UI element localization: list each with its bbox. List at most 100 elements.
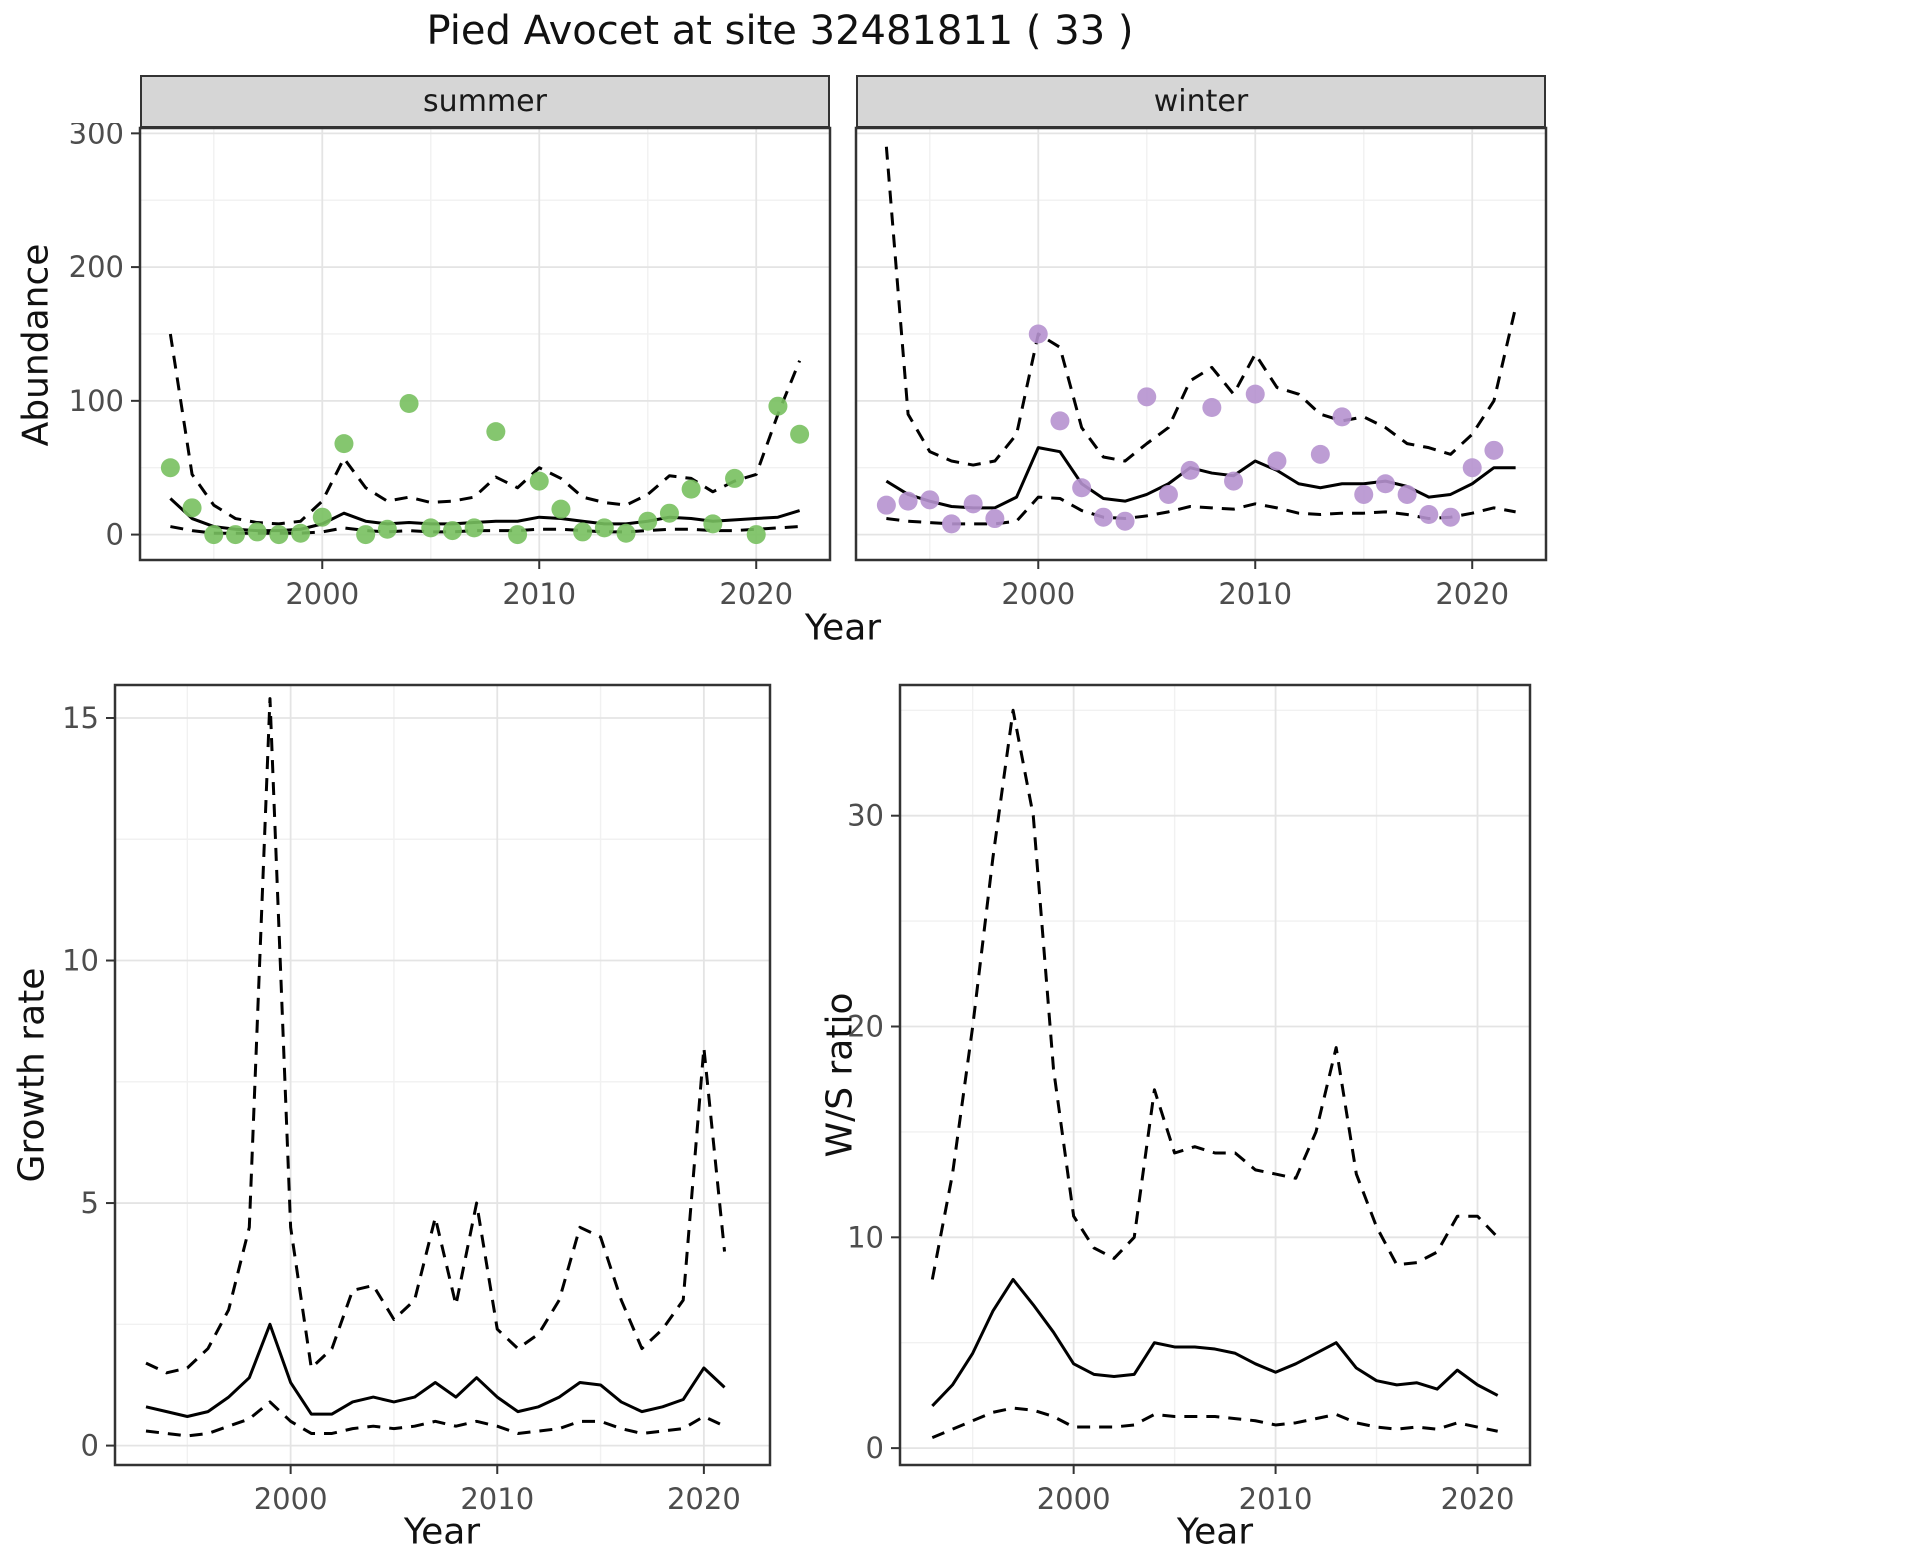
observed-counts-winter bbox=[1245, 384, 1265, 404]
observed-counts-summer bbox=[725, 468, 745, 488]
top-x-axis-label: Year bbox=[804, 607, 882, 649]
observed-counts-winter bbox=[1180, 460, 1200, 480]
observed-counts-summer bbox=[659, 503, 679, 523]
observed-counts-winter bbox=[1158, 484, 1178, 504]
observed-counts-summer bbox=[768, 396, 788, 416]
observed-counts-summer bbox=[312, 507, 332, 527]
observed-counts-summer bbox=[334, 434, 354, 454]
observed-counts-summer bbox=[160, 458, 180, 478]
abundance-winter-plot: 2000 2010 2020 bbox=[854, 126, 1548, 611]
observed-counts-winter bbox=[1050, 411, 1070, 431]
growth-rate-plot: 2000 2010 2020 0 5 10 15 bbox=[62, 683, 772, 1515]
observed-counts-summer bbox=[291, 523, 311, 543]
y-tick-label: 10 bbox=[62, 944, 99, 978]
observed-counts-summer bbox=[269, 525, 289, 545]
observed-counts-winter bbox=[1375, 474, 1395, 494]
observed-counts-winter bbox=[1028, 324, 1048, 344]
observed-counts-winter bbox=[1332, 407, 1352, 427]
observed-counts-summer bbox=[616, 523, 636, 543]
observed-counts-summer bbox=[638, 511, 658, 531]
observed-counts-summer bbox=[204, 525, 224, 545]
facet-strip-summer-label: summer bbox=[423, 84, 547, 119]
ws-ratio-ci-upper bbox=[930, 708, 1499, 1280]
y-tick-label: 20 bbox=[847, 1010, 884, 1044]
y-tick-label: 0 bbox=[106, 518, 124, 552]
observed-counts-winter bbox=[985, 509, 1005, 529]
observed-counts-summer bbox=[182, 498, 202, 518]
y-tick-label: 5 bbox=[81, 1186, 99, 1220]
observed-counts-summer bbox=[529, 471, 549, 491]
observed-counts-winter bbox=[1441, 507, 1461, 527]
abundance-winter-ci-lower bbox=[886, 495, 1516, 526]
observed-counts-winter bbox=[1267, 451, 1287, 471]
observed-counts-winter bbox=[1137, 387, 1157, 407]
facet-strip-winter: winter bbox=[856, 75, 1546, 128]
observed-counts-summer bbox=[486, 422, 506, 442]
y-tick-label: 300 bbox=[69, 123, 124, 150]
observed-counts-summer bbox=[421, 518, 441, 538]
growth-rate-ci-lower bbox=[145, 1400, 726, 1438]
observed-counts-summer bbox=[399, 394, 419, 414]
y-tick-label: 0 bbox=[866, 1431, 884, 1465]
ws-ratio-x-axis-label: Year bbox=[1176, 1511, 1254, 1553]
y-tick-label: 30 bbox=[847, 799, 884, 833]
abundance-y-axis-label: Abundance bbox=[15, 243, 57, 447]
x-tick-label: 2010 bbox=[1239, 1482, 1313, 1515]
observed-counts-winter bbox=[1354, 484, 1374, 504]
x-tick-label: 2020 bbox=[719, 577, 793, 611]
growth-rate-model-fit bbox=[145, 1322, 726, 1418]
x-tick-label: 2000 bbox=[254, 1482, 328, 1515]
x-tick-label: 2020 bbox=[1435, 577, 1509, 611]
observed-counts-winter bbox=[941, 514, 961, 534]
y-tick-label: 10 bbox=[847, 1220, 884, 1254]
x-tick-label: 2010 bbox=[460, 1482, 534, 1515]
x-tick-label: 2010 bbox=[502, 577, 576, 611]
observed-counts-summer bbox=[594, 518, 614, 538]
ws-ratio-y-axis-label: W/S ratio bbox=[819, 992, 861, 1158]
observed-counts-winter bbox=[876, 495, 896, 515]
observed-counts-summer bbox=[225, 525, 245, 545]
observed-counts-summer bbox=[247, 522, 267, 542]
observed-counts-winter bbox=[1484, 440, 1504, 460]
x-tick-label: 2000 bbox=[1037, 1482, 1111, 1515]
x-tick-label: 2010 bbox=[1218, 577, 1292, 611]
observed-counts-summer bbox=[464, 518, 484, 538]
observed-counts-summer bbox=[508, 525, 528, 545]
observed-counts-winter bbox=[920, 490, 940, 510]
observed-counts-summer bbox=[681, 479, 701, 499]
observed-counts-winter bbox=[1397, 484, 1417, 504]
observed-counts-winter bbox=[1072, 478, 1092, 498]
observed-counts-summer bbox=[790, 424, 810, 444]
observed-counts-summer bbox=[551, 499, 571, 519]
growth-rate-x-axis-label: Year bbox=[403, 1511, 481, 1553]
facet-strip-summer: summer bbox=[140, 75, 830, 128]
observed-counts-summer bbox=[746, 525, 766, 545]
abundance-summer-plot: 2000 2010 2020 0 100 200 300 bbox=[69, 123, 832, 611]
abundance-winter-ci-upper bbox=[884, 146, 1518, 467]
y-tick-label: 200 bbox=[69, 250, 124, 284]
y-tick-label: 15 bbox=[62, 701, 99, 735]
observed-counts-summer bbox=[377, 519, 397, 539]
ws-ratio-plot: 2000 2010 2020 0 10 20 30 bbox=[847, 683, 1532, 1515]
observed-counts-winter bbox=[1224, 471, 1244, 491]
observed-counts-summer bbox=[573, 522, 593, 542]
x-tick-label: 2000 bbox=[285, 577, 359, 611]
ws-ratio-ci-lower bbox=[931, 1406, 1498, 1439]
y-tick-label: 0 bbox=[81, 1429, 99, 1463]
facet-strip-winter-label: winter bbox=[1153, 84, 1249, 119]
observed-counts-winter bbox=[1202, 398, 1222, 418]
observed-counts-winter bbox=[1093, 507, 1113, 527]
observed-counts-summer bbox=[442, 521, 462, 541]
x-tick-label: 2020 bbox=[1441, 1482, 1515, 1515]
growth-rate-y-axis-label: Growth rate bbox=[11, 967, 53, 1183]
observed-counts-winter bbox=[1462, 458, 1482, 478]
x-tick-label: 2020 bbox=[667, 1482, 741, 1515]
abundance-summer-ci-lower bbox=[170, 525, 800, 535]
observed-counts-winter bbox=[963, 494, 983, 514]
observed-counts-winter bbox=[898, 491, 918, 511]
y-tick-label: 100 bbox=[69, 384, 124, 418]
observed-counts-winter bbox=[1419, 505, 1439, 525]
observed-counts-summer bbox=[356, 525, 376, 545]
figure-title: Pied Avocet at site 32481811 ( 33 ) bbox=[426, 8, 1134, 54]
observed-counts-winter bbox=[1310, 444, 1330, 464]
